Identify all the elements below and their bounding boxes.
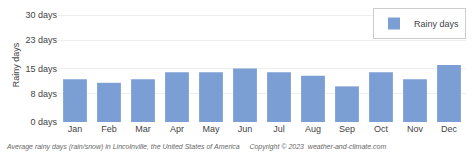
svg-text:0 days: 0 days (30, 117, 57, 127)
svg-text:Sep: Sep (339, 124, 355, 134)
svg-text:15 days: 15 days (25, 64, 57, 74)
svg-text:Oct: Oct (374, 124, 389, 134)
svg-text:Dec: Dec (441, 124, 458, 134)
svg-text:Jan: Jan (68, 124, 83, 134)
svg-text:Rainy days: Rainy days (414, 19, 459, 29)
svg-text:Aug: Aug (305, 124, 321, 134)
svg-text:Jun: Jun (238, 124, 253, 134)
svg-text:Nov: Nov (407, 124, 424, 134)
svg-text:23 days: 23 days (25, 35, 57, 45)
svg-text:Rainy days: Rainy days (11, 42, 21, 87)
svg-text:May: May (202, 124, 220, 134)
svg-text:30 days: 30 days (25, 10, 57, 20)
svg-text:Feb: Feb (101, 124, 117, 134)
svg-text:Mar: Mar (135, 124, 151, 134)
svg-text:Average rainy days (rain/snow): Average rainy days (rain/snow) in Lincol… (6, 143, 386, 151)
svg-text:8 days: 8 days (30, 89, 57, 99)
svg-text:Apr: Apr (170, 124, 184, 134)
svg-text:Jul: Jul (273, 124, 285, 134)
